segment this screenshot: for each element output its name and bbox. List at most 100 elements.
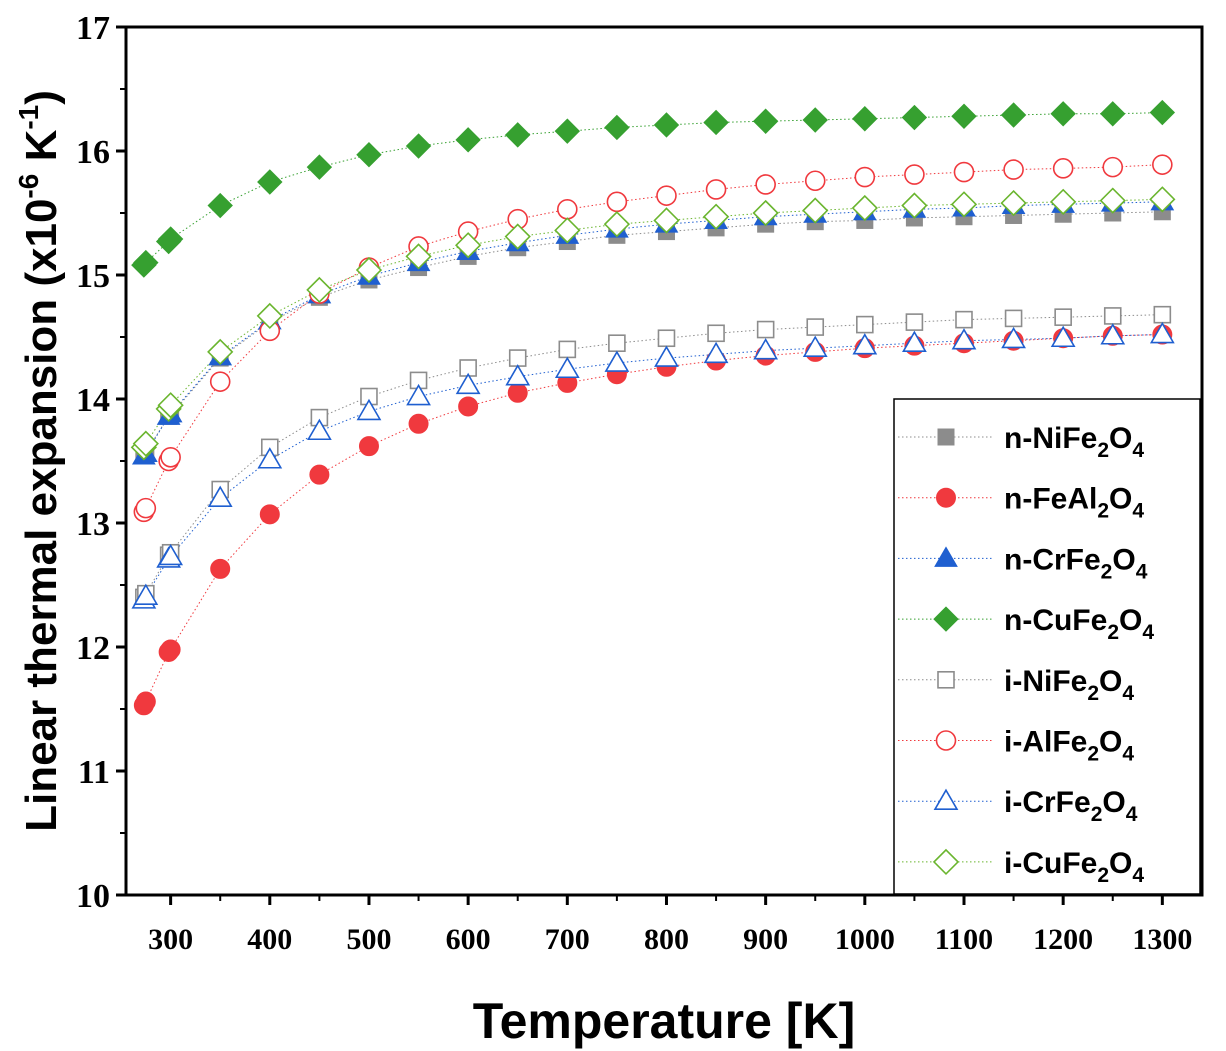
data-point-i-CuFe2O4	[752, 199, 779, 227]
data-point-i-CuFe2O4	[702, 203, 730, 230]
data-point-n-CuFe2O4	[852, 106, 878, 132]
data-point-i-CrFe2O4	[306, 418, 332, 441]
legend-subscript: 2	[1101, 560, 1113, 583]
data-point-i-AlFe2O4	[135, 497, 157, 519]
data-point-i-CuFe2O4	[207, 338, 234, 366]
legend-text-part: i-CrFe	[1004, 786, 1091, 819]
y-axis-title-exp1: -6	[13, 174, 44, 199]
legend-text-part: O	[1109, 483, 1132, 516]
data-point-i-NiFe2O4	[856, 315, 874, 334]
legend-text-part: i-CuFe	[1004, 847, 1097, 880]
data-point-n-CuFe2O4	[306, 154, 333, 180]
data-point-i-CrFe2O4	[1050, 325, 1076, 348]
y-tick-label: 10	[76, 878, 110, 915]
legend-label-n-CuFe2O4: n-CuFe2O4	[1004, 604, 1154, 644]
data-point-n-CuFe2O4	[257, 169, 283, 195]
data-point-i-AlFe2O4	[1003, 159, 1024, 180]
data-point-i-NiFe2O4	[1153, 305, 1172, 324]
y-axis-title-end: )	[17, 90, 66, 105]
data-point-n-FeAl2O4	[135, 691, 156, 712]
data-point-n-CuFe2O4	[455, 127, 481, 153]
data-point-i-CuFe2O4	[554, 217, 581, 244]
data-point-i-CrFe2O4	[554, 356, 580, 379]
legend-marker-i-NiFe2O4	[937, 670, 955, 689]
data-point-n-CuFe2O4	[1000, 102, 1027, 128]
legend-label-i-NiFe2O4: i-NiFe2O4	[1004, 665, 1134, 705]
data-point-i-AlFe2O4	[755, 174, 776, 195]
y-tick-label: 11	[78, 754, 110, 791]
data-point-i-AlFe2O4	[557, 198, 578, 220]
data-point-n-FeAl2O4	[210, 558, 231, 579]
data-point-n-FeAl2O4	[358, 436, 379, 457]
legend-box	[893, 398, 1201, 895]
legend-label-n-CrFe2O4: n-CrFe2O4	[1004, 543, 1148, 583]
legend-marker-n-NiFe2O4	[937, 428, 955, 446]
data-point-i-CuFe2O4	[504, 223, 531, 250]
legend-text-part: i-AlFe	[1004, 726, 1087, 759]
data-point-n-CuFe2O4	[653, 112, 680, 138]
data-point-i-CrFe2O4	[902, 330, 927, 353]
data-point-i-CuFe2O4	[157, 392, 184, 419]
data-point-i-CuFe2O4	[306, 276, 333, 304]
data-point-i-NiFe2O4	[1004, 309, 1023, 328]
data-point-i-NiFe2O4	[756, 320, 775, 339]
legend-marker-n-CuFe2O4	[933, 606, 959, 632]
legend-label-n-FeAl2O4: n-FeAl2O4	[1004, 483, 1144, 523]
legend-subscript: 4	[1132, 439, 1144, 462]
x-tick-label: 600	[446, 923, 491, 956]
legend-label-i-CuFe2O4: i-CuFe2O4	[1004, 847, 1144, 887]
x-tick-label: 500	[346, 923, 391, 956]
y-tick-label: 17	[76, 10, 110, 47]
legend-marker-i-CrFe2O4	[933, 788, 959, 811]
legend-text-part: O	[1109, 422, 1132, 455]
data-point-i-CuFe2O4	[405, 243, 432, 270]
data-point-i-CrFe2O4	[604, 350, 630, 372]
legend-label-i-CrFe2O4: i-CrFe2O4	[1004, 786, 1138, 826]
data-point-i-AlFe2O4	[1152, 154, 1173, 175]
data-point-n-CuFe2O4	[1149, 99, 1176, 126]
data-point-i-NiFe2O4	[1054, 308, 1072, 326]
data-point-i-CuFe2O4	[355, 256, 383, 284]
data-point-i-CrFe2O4	[356, 398, 382, 421]
data-point-i-AlFe2O4	[804, 170, 826, 192]
legend-subscript: 4	[1122, 682, 1134, 705]
y-tick-label: 12	[76, 630, 110, 667]
data-point-i-CrFe2O4	[852, 333, 878, 355]
series-line-i-AlFe2O4	[143, 164, 1163, 513]
data-point-i-CuFe2O4	[901, 192, 928, 219]
legend-subscript: 2	[1091, 803, 1103, 826]
legend-marker-i-CuFe2O4	[932, 848, 960, 876]
legend-text-part: O	[1119, 604, 1142, 637]
data-point-i-CuFe2O4	[256, 302, 283, 330]
y-tick-label: 15	[76, 258, 110, 295]
data-point-i-CrFe2O4	[753, 338, 779, 360]
data-point-i-CuFe2O4	[132, 430, 159, 457]
y-axis-title-unit: K	[17, 129, 66, 173]
data-point-i-CrFe2O4	[1100, 323, 1126, 345]
data-point-i-AlFe2O4	[160, 446, 181, 468]
data-point-i-NiFe2O4	[806, 318, 825, 336]
data-point-n-FeAl2O4	[309, 464, 330, 485]
legend-text-part: O	[1109, 847, 1132, 880]
data-point-i-CrFe2O4	[951, 328, 977, 350]
data-point-i-AlFe2O4	[953, 161, 975, 183]
x-tick-label: 800	[644, 923, 689, 956]
y-tick-label: 13	[76, 506, 110, 543]
data-point-i-NiFe2O4	[608, 334, 626, 353]
legend-marker-i-AlFe2O4	[935, 730, 957, 751]
data-point-n-FeAl2O4	[408, 413, 429, 434]
data-point-i-AlFe2O4	[656, 185, 677, 206]
data-point-i-AlFe2O4	[904, 164, 925, 185]
data-point-i-NiFe2O4	[1103, 307, 1122, 325]
x-tick-label: 300	[148, 923, 193, 956]
data-point-n-CuFe2O4	[604, 114, 630, 141]
legend-subscript: 2	[1097, 500, 1109, 523]
data-point-i-CrFe2O4	[1001, 326, 1026, 349]
data-point-i-NiFe2O4	[558, 340, 577, 359]
data-point-n-FeAl2O4	[259, 504, 280, 525]
series-line-i-CuFe2O4	[143, 198, 1163, 448]
legend-subscript: 2	[1097, 439, 1109, 462]
data-point-n-CuFe2O4	[901, 104, 928, 131]
legend-subscript: 4	[1136, 560, 1148, 583]
